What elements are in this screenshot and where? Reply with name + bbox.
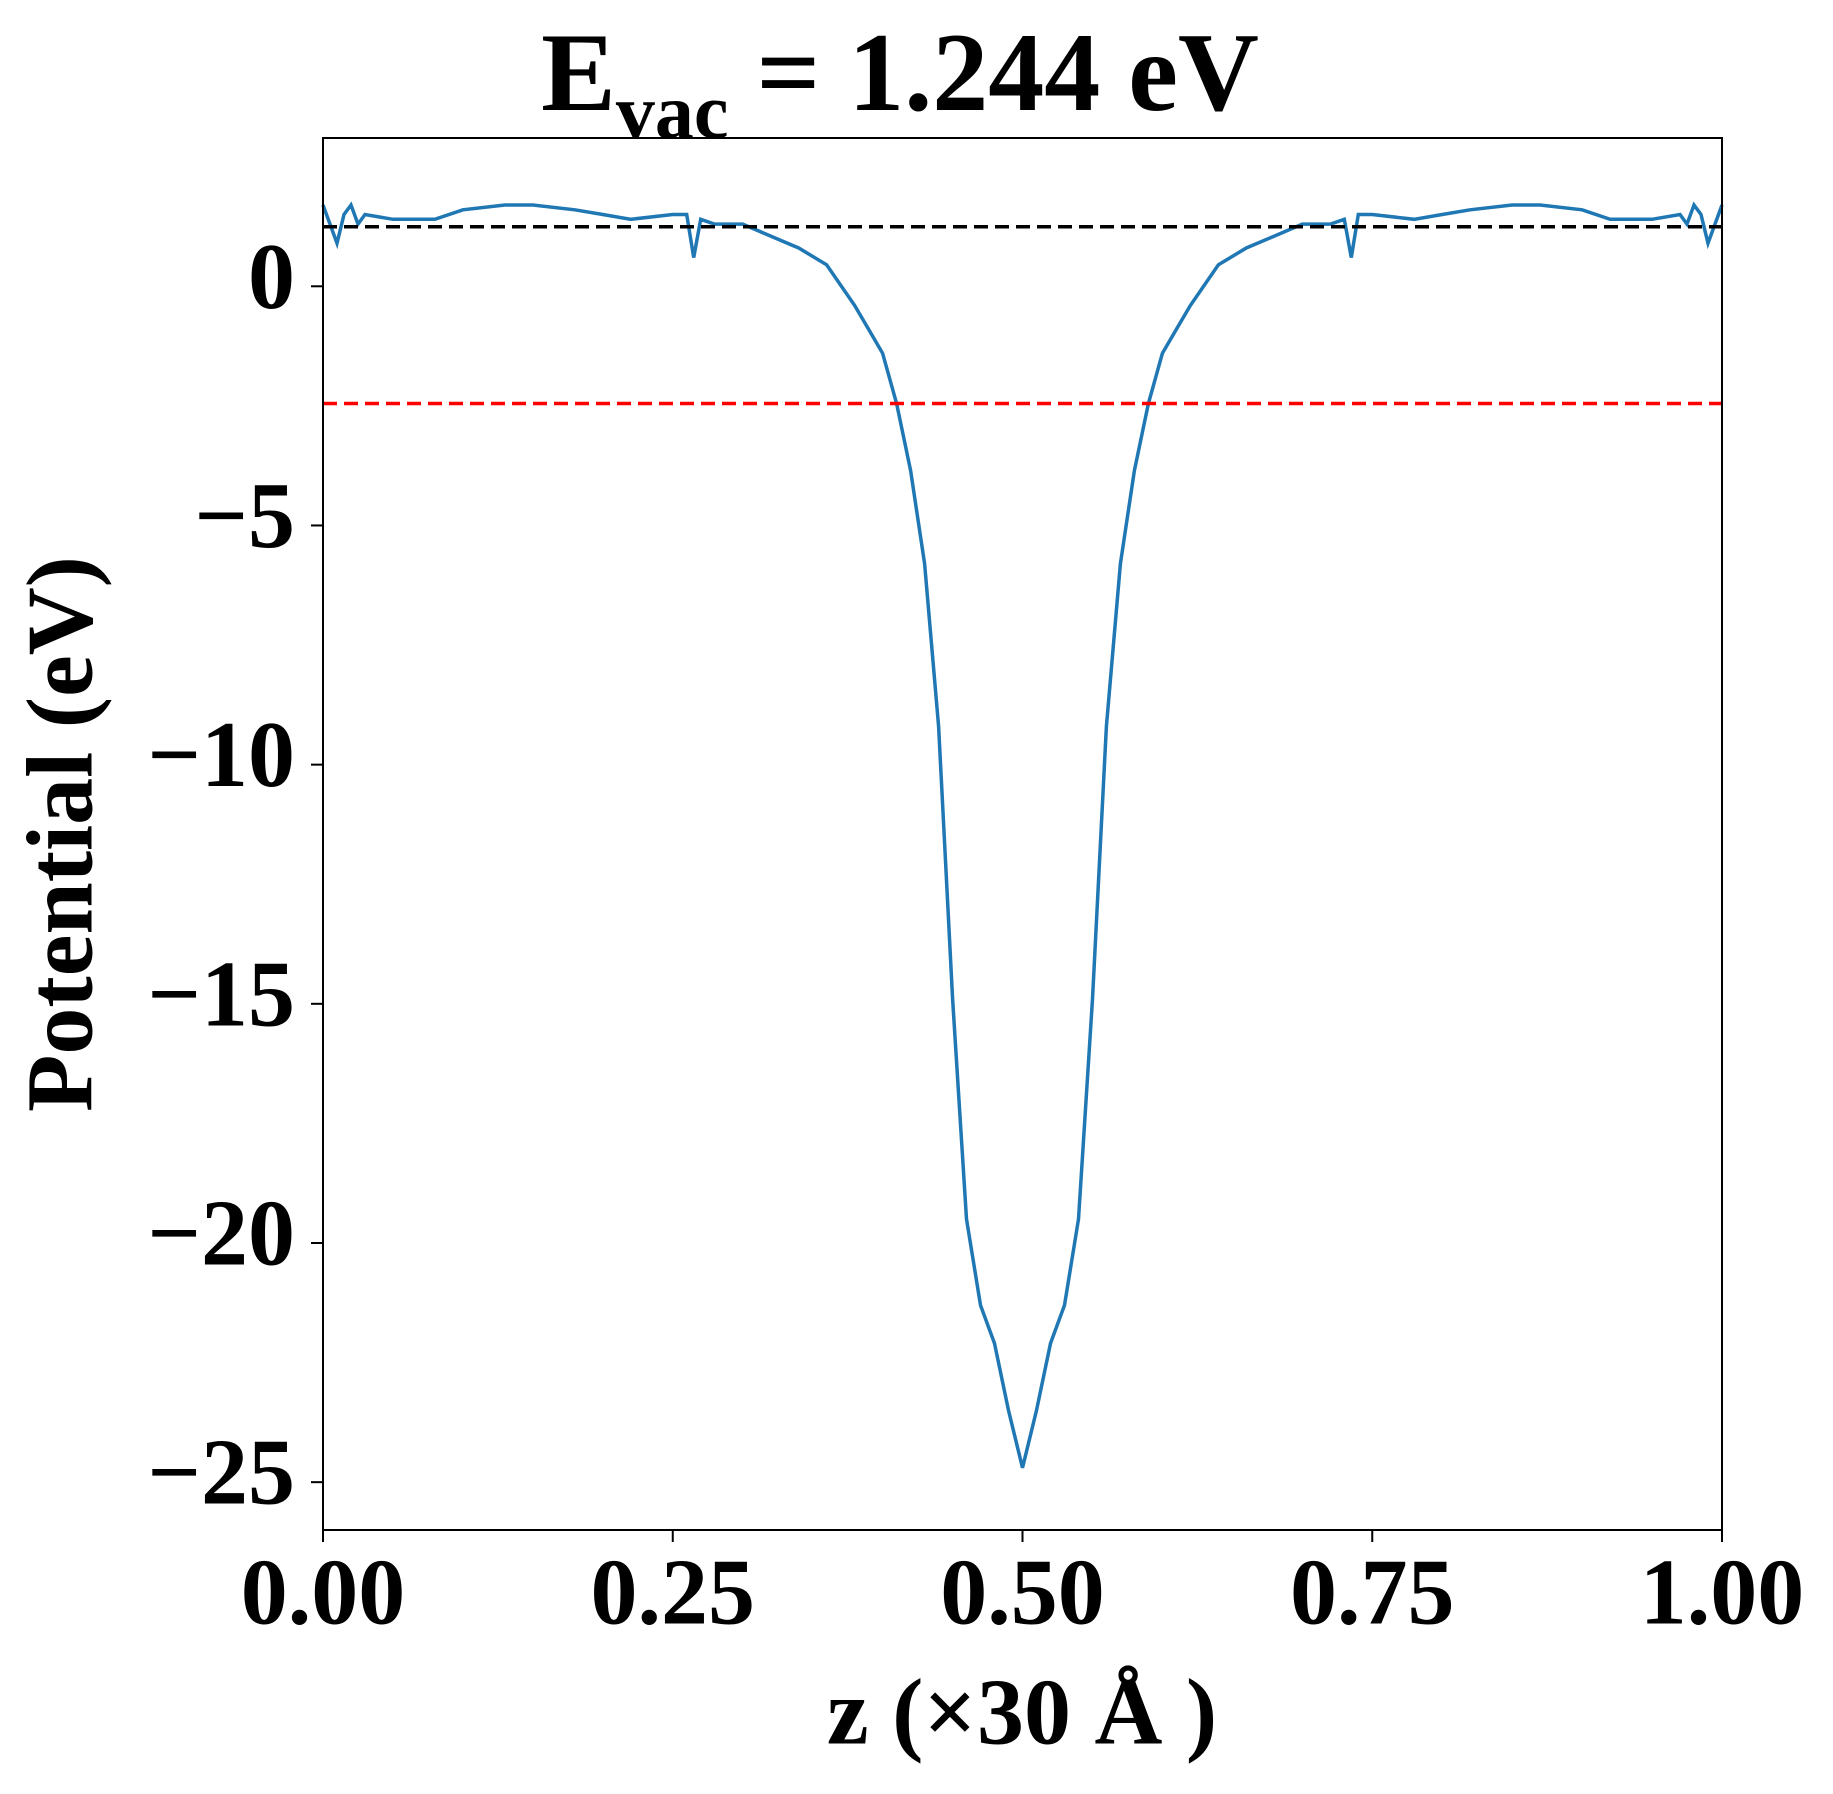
x-tick-label: 0.75 <box>1290 1541 1455 1645</box>
x-tick-label: 1.00 <box>1640 1541 1805 1645</box>
title-main: E <box>541 11 616 135</box>
title-sub: vac <box>616 68 729 155</box>
title-rest: = 1.244 eV <box>728 11 1258 135</box>
chart-title: Evac = 1.244 eV <box>541 11 1259 155</box>
y-tick-label: −10 <box>147 703 295 807</box>
line <box>321 201 1724 1469</box>
y-tick-label: −15 <box>147 942 295 1046</box>
plot-frame <box>322 137 1723 1531</box>
y-tick-label: −20 <box>147 1182 295 1286</box>
x-tick-label: 0.00 <box>241 1541 406 1645</box>
y-tick-label: 0 <box>248 225 295 329</box>
x-tick-label: 0.25 <box>591 1541 756 1645</box>
x-tick-label: 0.50 <box>940 1541 1105 1645</box>
y-tick-label: −25 <box>147 1421 295 1525</box>
y-axis-label: Potential (eV) <box>9 556 113 1112</box>
y-tick-label: −5 <box>194 464 295 568</box>
x-axis-label: z (×30 Å ) <box>827 1661 1217 1765</box>
